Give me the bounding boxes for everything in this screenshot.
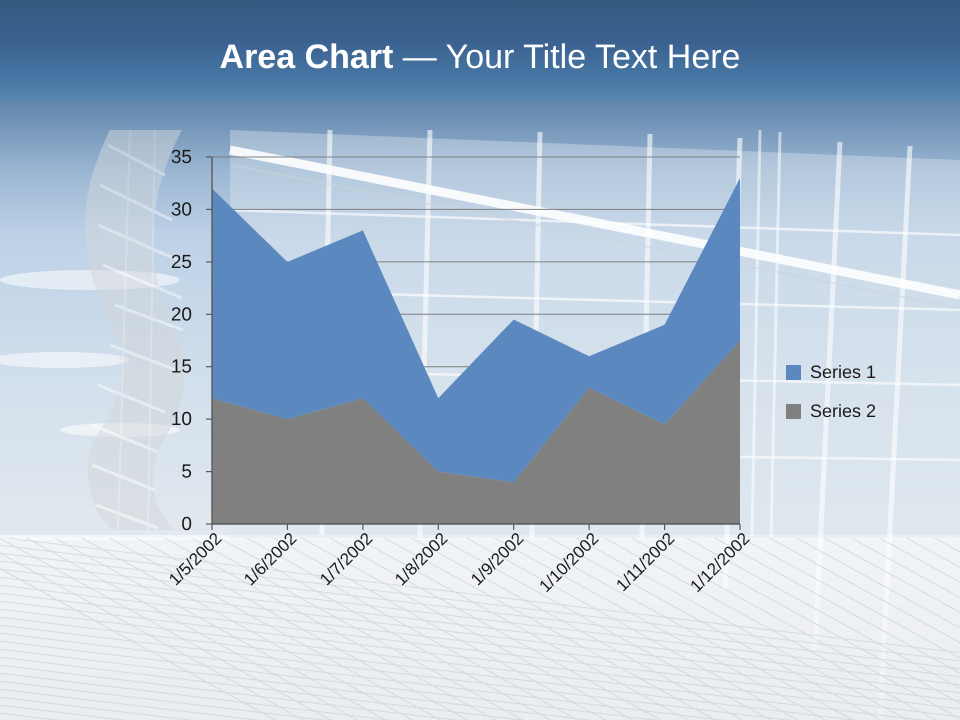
svg-text:30: 30 [171, 199, 192, 220]
svg-text:5: 5 [181, 462, 192, 483]
svg-text:10: 10 [171, 409, 192, 430]
svg-text:0: 0 [181, 514, 192, 535]
svg-text:20: 20 [171, 304, 192, 325]
svg-text:25: 25 [171, 252, 192, 273]
svg-text:15: 15 [171, 357, 192, 378]
svg-text:35: 35 [171, 147, 192, 168]
